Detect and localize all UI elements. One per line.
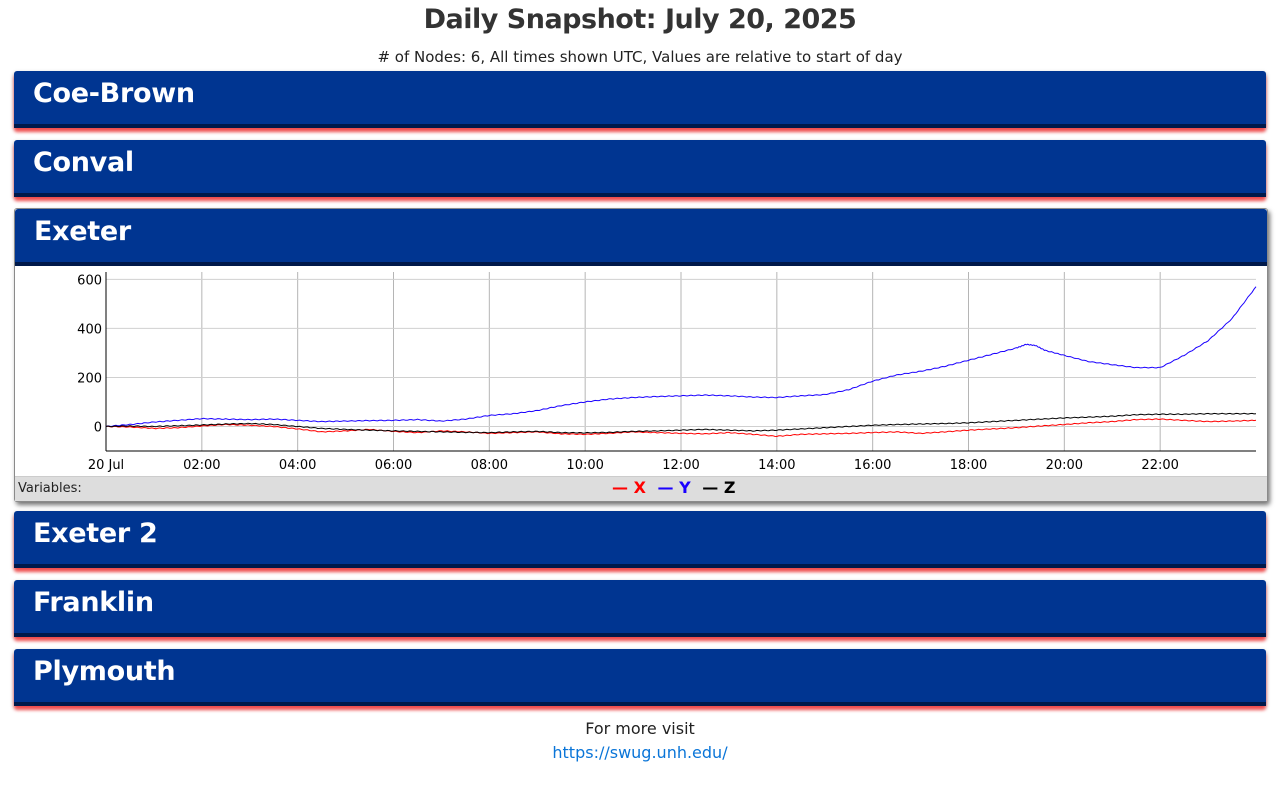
- legend-items: — X — Y — Z: [612, 478, 741, 497]
- series-line-y: [105, 286, 1257, 427]
- series-line-z: [105, 412, 1257, 434]
- node-header-exeter-2[interactable]: Exeter 2: [14, 511, 1266, 568]
- node-name: Franklin: [33, 587, 154, 618]
- legend-swatch-z: —: [702, 478, 719, 497]
- legend-item-z[interactable]: — Z: [702, 478, 735, 497]
- x-tick-label: 04:00: [279, 458, 316, 473]
- y-tick-label: 600: [77, 273, 102, 288]
- legend-text-x: X: [633, 478, 646, 497]
- x-tick-label: 22:00: [1141, 458, 1178, 473]
- node-name: Exeter 2: [33, 518, 158, 549]
- node-header-exeter[interactable]: Exeter: [15, 209, 1267, 266]
- exeter-chart[interactable]: 20 Jul 02:00 04:00 06:00 08:00 10:00 12:00 14:0…: [15, 266, 1267, 476]
- x-tick-label: 08:00: [471, 458, 508, 473]
- y-tick-label: 200: [77, 371, 102, 386]
- legend-item-x[interactable]: — X: [612, 478, 652, 497]
- chart-svg[interactable]: 20 Jul 02:00 04:00 06:00 08:00 10:00 12:00 14:0…: [15, 266, 1267, 476]
- legend-item-y[interactable]: — Y: [658, 478, 697, 497]
- x-tick-label: 12:00: [662, 458, 699, 473]
- node-panel-exeter-2[interactable]: Exeter 2: [14, 511, 1266, 568]
- x-tick-label: 06:00: [375, 458, 412, 473]
- legend-text-y: Y: [679, 478, 691, 497]
- legend-swatch-y: —: [657, 478, 674, 497]
- node-name: Exeter: [34, 216, 131, 247]
- x-tick-label: 20:00: [1046, 458, 1083, 473]
- x-tick-label: 20 Jul: [88, 458, 124, 473]
- node-name: Conval: [33, 147, 134, 178]
- page-subtitle: # of Nodes: 6, All times shown UTC, Valu…: [377, 48, 903, 66]
- node-panel-conval[interactable]: Conval: [14, 140, 1266, 197]
- node-name: Plymouth: [33, 656, 176, 687]
- node-panel-coe-brown[interactable]: Coe-Brown: [14, 71, 1266, 128]
- node-name: Coe-Brown: [33, 78, 195, 109]
- legend-text-z: Z: [723, 478, 736, 497]
- footer-link-wrapper: https://swug.unh.edu/: [0, 742, 1280, 764]
- footer-text: For more visit: [585, 719, 695, 738]
- legend-swatch-x: —: [612, 478, 628, 497]
- node-header-conval[interactable]: Conval: [14, 140, 1266, 197]
- x-tick-label: 16:00: [854, 458, 891, 473]
- x-tick-label: 10:00: [566, 458, 603, 473]
- node-header-plymouth[interactable]: Plymouth: [14, 649, 1266, 706]
- node-header-franklin[interactable]: Franklin: [14, 580, 1266, 637]
- y-tick-label: 0: [94, 420, 102, 435]
- x-tick-label: 14:00: [758, 458, 795, 473]
- page-title: Daily Snapshot: July 20, 2025: [423, 4, 857, 35]
- series-line-x: [105, 418, 1257, 438]
- node-panel-franklin[interactable]: Franklin: [14, 580, 1266, 637]
- legend-label: Variables:: [18, 481, 82, 496]
- footer-link[interactable]: https://swug.unh.edu/: [552, 743, 728, 762]
- node-header-coe-brown[interactable]: Coe-Brown: [14, 71, 1266, 128]
- x-tick-label: 18:00: [950, 458, 987, 473]
- node-panel-plymouth[interactable]: Plymouth: [14, 649, 1266, 706]
- legend-bar: Variables: — X — Y — Z: [15, 476, 1267, 501]
- x-tick-label: 02:00: [183, 458, 220, 473]
- node-panel-exeter: Exeter 20 Jul 02:00 04:00 06:00 08:00 10:00 12…: [14, 208, 1268, 502]
- y-tick-label: 400: [77, 322, 102, 337]
